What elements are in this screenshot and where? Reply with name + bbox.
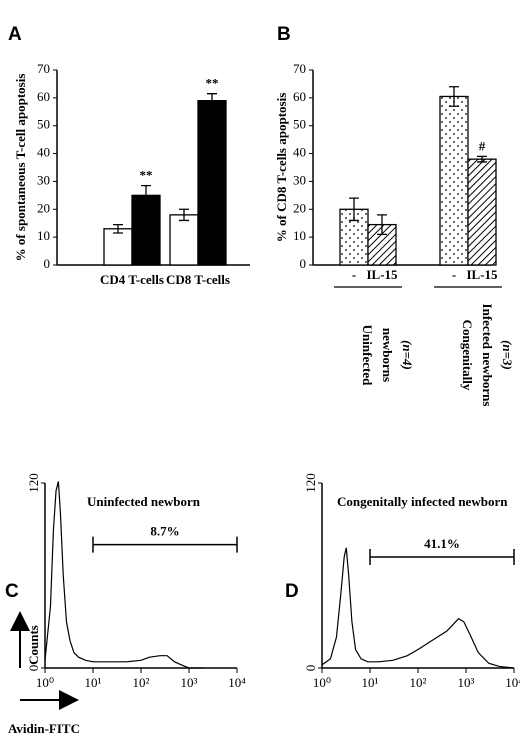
x-axis-label: Avidin-FITC <box>8 721 80 736</box>
gate-label: 41.1% <box>424 536 460 551</box>
y-tick-label: 60 <box>293 89 306 104</box>
panel-label: A <box>8 24 22 45</box>
bar <box>197 99 227 266</box>
x-tick-label: 10³ <box>181 675 198 690</box>
y-tick-label: 20 <box>293 200 306 215</box>
y-tick-label: 0 <box>26 665 41 672</box>
gate-label: 8.7% <box>150 524 179 539</box>
histogram-line <box>44 481 204 669</box>
y-axis-label: Counts <box>26 625 41 665</box>
bar <box>103 228 133 266</box>
bar <box>169 214 199 266</box>
y-tick-label: 0 <box>303 665 318 672</box>
gate <box>92 536 238 553</box>
y-axis-label: % of spontaneous T-cell apoptosis <box>13 74 28 262</box>
significance: # <box>479 138 486 153</box>
bar-label: - <box>352 267 356 282</box>
x-tick-label: 10¹ <box>85 675 102 690</box>
y-tick-label: 0 <box>44 256 51 271</box>
y-tick-label: 120 <box>303 473 318 493</box>
x-tick-label: CD8 T-cells <box>166 272 230 287</box>
group-label: Uninfected <box>360 325 375 386</box>
error-bar <box>449 86 459 107</box>
y-tick-label: 0 <box>300 256 307 271</box>
panel-label: C <box>5 581 19 602</box>
panel-annotation: Uninfected newborn <box>87 494 201 509</box>
error-bar <box>207 93 217 109</box>
significance: ** <box>140 168 153 183</box>
group-label: Infected newborns <box>480 304 495 407</box>
y-tick-label: 60 <box>37 89 50 104</box>
error-bar <box>477 155 487 163</box>
bar <box>131 194 161 266</box>
x-tick-label: 10² <box>410 675 427 690</box>
y-tick-label: 70 <box>293 61 306 76</box>
panel-label: D <box>285 581 299 602</box>
bar <box>467 158 497 266</box>
panel-label: B <box>277 24 291 45</box>
y-tick-label: 10 <box>37 228 50 243</box>
x-tick-label: 10⁴ <box>228 675 246 690</box>
x-tick-label: 10³ <box>458 675 475 690</box>
x-tick-label: 10⁰ <box>313 675 331 690</box>
significance: ** <box>206 76 219 91</box>
group-label: newborns <box>380 328 395 382</box>
y-tick-label: 40 <box>293 145 306 160</box>
panel-annotation: Congenitally infected newborn <box>337 494 508 509</box>
x-tick-label: 10² <box>133 675 150 690</box>
bar <box>439 95 469 266</box>
y-tick-label: 40 <box>37 145 50 160</box>
error-bar <box>377 214 387 236</box>
bar-label: IL-15 <box>366 267 398 282</box>
y-tick-label: 10 <box>293 228 306 243</box>
bar-label: - <box>452 267 456 282</box>
group-label: Congenitally <box>460 320 475 391</box>
group-label: (n=3) <box>500 340 515 370</box>
histogram-line <box>321 547 515 669</box>
gate <box>369 549 515 565</box>
y-tick-label: 50 <box>293 117 306 132</box>
error-bar <box>349 197 359 222</box>
y-tick-label: 70 <box>37 61 50 76</box>
x-tick-label: CD4 T-cells <box>100 272 164 287</box>
error-bar <box>179 208 189 222</box>
y-tick-label: 50 <box>37 117 50 132</box>
group-label: (n=4) <box>400 340 415 370</box>
x-tick-label: 10⁴ <box>505 675 520 690</box>
bar-label: IL-15 <box>466 267 498 282</box>
y-tick-label: 20 <box>37 200 50 215</box>
y-tick-label: 120 <box>26 473 41 493</box>
y-axis-label: % of CD8 T-cells apoptosis <box>274 93 289 243</box>
error-bar <box>141 184 151 206</box>
x-tick-label: 10¹ <box>362 675 379 690</box>
x-tick-label: 10⁰ <box>36 675 54 690</box>
error-bar <box>113 223 123 234</box>
y-tick-label: 30 <box>293 172 306 187</box>
y-tick-label: 30 <box>37 172 50 187</box>
